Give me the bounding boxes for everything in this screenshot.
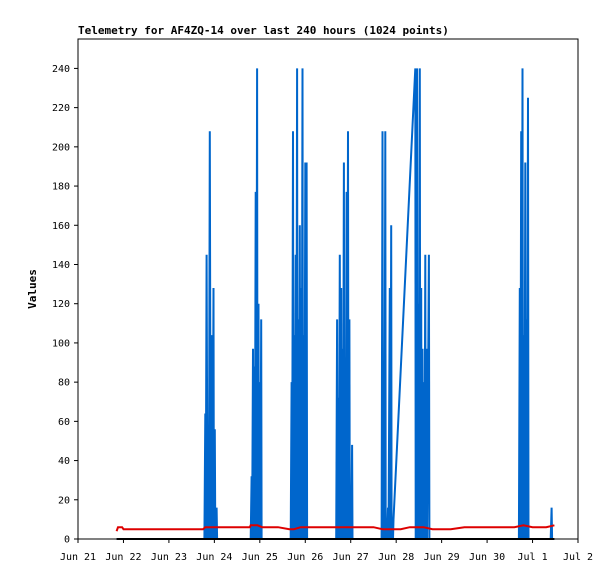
x-tick-label: Jun 23 bbox=[151, 552, 187, 563]
x-axis: Jun 21 Jun 22 Jun 23 Jun 24 Jun 25 Jun 26 Jun … bbox=[60, 539, 593, 563]
y-tick-label: 140 bbox=[52, 260, 70, 271]
plot-frame bbox=[77, 38, 579, 540]
x-tick-label: Jun 29 bbox=[424, 552, 460, 563]
x-tick-label: Jun 28 bbox=[378, 552, 414, 563]
x-tick-label: Jun 25 bbox=[242, 552, 278, 563]
y-tick-label: 240 bbox=[52, 64, 70, 75]
x-tick-label: Jun 30 bbox=[469, 552, 505, 563]
y-tick-label: 20 bbox=[58, 495, 70, 506]
series-line-0 bbox=[116, 68, 554, 540]
y-tick-label: 60 bbox=[58, 417, 70, 428]
y-tick-label: 220 bbox=[52, 103, 70, 114]
y-tick-label: 180 bbox=[52, 182, 70, 193]
y-axis: 0 20 40 60 80 100 120 140 160 180 200 220 240 bbox=[52, 64, 78, 546]
y-tick-label: 120 bbox=[52, 299, 70, 310]
x-tick-label: Jun 26 bbox=[287, 552, 323, 563]
series-line-1 bbox=[115, 524, 555, 532]
x-tick-label: Jun 22 bbox=[105, 552, 141, 563]
x-tick-label: Jul 2 bbox=[563, 552, 593, 563]
chart-title: Telemetry for AF4ZQ-14 over last 240 hou… bbox=[78, 24, 449, 37]
y-tick-label: 100 bbox=[52, 338, 70, 349]
x-tick-label: Jun 21 bbox=[60, 552, 96, 563]
y-tick-label: 80 bbox=[58, 378, 70, 389]
y-axis-label: Values bbox=[26, 269, 39, 309]
y-tick-label: 0 bbox=[64, 535, 70, 546]
x-tick-label: Jul 1 bbox=[517, 552, 547, 563]
x-tick-label: Jun 24 bbox=[196, 552, 232, 563]
x-tick-label: Jun 27 bbox=[333, 552, 369, 563]
y-tick-label: 160 bbox=[52, 221, 70, 232]
y-tick-label: 40 bbox=[58, 456, 70, 467]
series-group bbox=[115, 68, 555, 540]
y-tick-label: 200 bbox=[52, 142, 70, 153]
